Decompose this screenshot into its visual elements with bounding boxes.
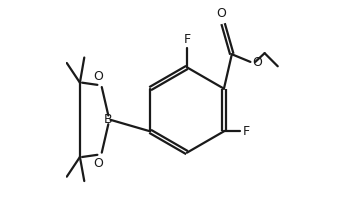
Text: O: O: [216, 7, 226, 20]
Text: O: O: [93, 70, 103, 83]
Text: B: B: [104, 113, 113, 126]
Text: F: F: [183, 33, 191, 46]
Text: F: F: [243, 125, 250, 138]
Text: O: O: [93, 157, 103, 170]
Text: O: O: [252, 57, 262, 70]
